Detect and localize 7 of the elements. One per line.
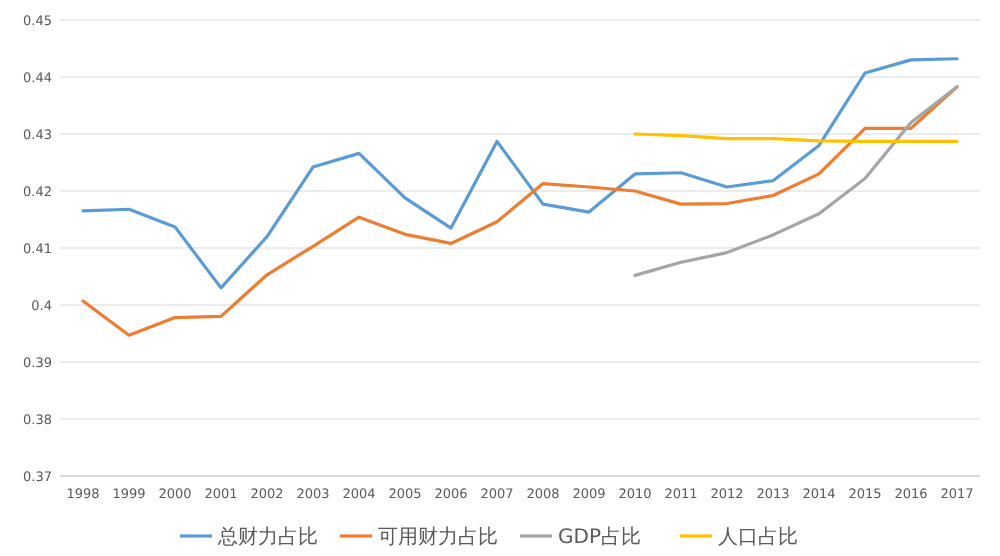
line-series [81,57,959,290]
line-series [633,85,959,277]
legend-label: 人口占比 [718,525,798,549]
line-series [81,85,959,337]
legend-label: GDP占比 [558,525,641,549]
legend-label: 可用财力占比 [378,525,498,549]
legend-label: 总财力占比 [216,525,318,549]
